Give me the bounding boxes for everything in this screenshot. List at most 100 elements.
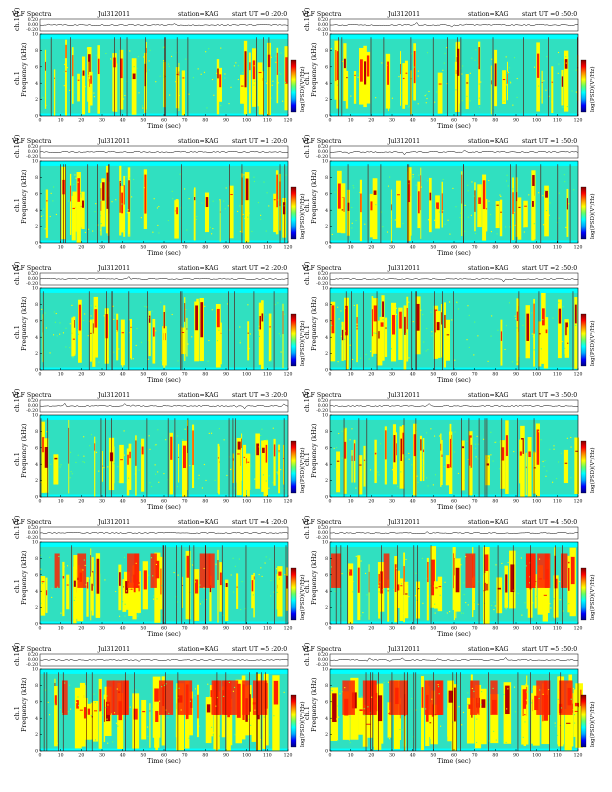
spectral-burst (64, 58, 67, 115)
colorbar-label: log(PSD)(V²/Hz) (589, 320, 596, 366)
xtick-label: 80 (492, 245, 498, 251)
speckle (183, 718, 185, 720)
speckle (434, 435, 436, 437)
speckle (428, 90, 430, 93)
spectral-burst-core (286, 575, 288, 589)
spectral-burst-core (522, 689, 528, 716)
panel-12: VLF Spectra Jul312011 station=KAG start UT … (301, 643, 596, 765)
speckle (163, 75, 165, 78)
spectral-burst-core (76, 700, 81, 709)
spectral-burst-core (244, 51, 247, 88)
speckle (149, 49, 151, 51)
waveform-ylabel: ch.1(V) (303, 135, 311, 158)
spectral-burst-core (129, 451, 131, 459)
xtick-label: 110 (263, 753, 272, 759)
spectral-burst (97, 45, 100, 114)
waveform-tick-label: 0.00 (318, 22, 328, 28)
speckle (59, 333, 61, 335)
speckle (456, 55, 458, 58)
spectral-burst-core (545, 190, 548, 198)
waveform-tick-label: -0.20 (26, 154, 38, 160)
speckle (152, 708, 154, 710)
spectral-burst (387, 702, 392, 738)
panel-station: station=KAG (468, 519, 509, 526)
speckle (337, 361, 339, 363)
xtick-label: 70 (472, 626, 478, 632)
speckle (232, 557, 234, 559)
spectral-burst-core (216, 308, 220, 328)
ytick-label: 2 (325, 224, 328, 230)
speckle (277, 473, 279, 475)
spectral-burst (101, 178, 106, 227)
xtick-label: 120 (284, 626, 293, 632)
speckle (411, 464, 413, 466)
speckle (227, 303, 229, 305)
xtick-label: 100 (242, 245, 251, 251)
speckle (112, 741, 114, 743)
speckle (177, 435, 179, 437)
spectral-burst-core (497, 587, 502, 590)
speckle (149, 329, 151, 331)
spectral-burst-core (236, 586, 238, 588)
speckle (339, 693, 341, 695)
spectral-burst-core (374, 452, 377, 455)
speckle (212, 228, 214, 230)
speckle (125, 176, 127, 178)
speckle (356, 326, 358, 328)
speckle (505, 608, 507, 610)
spectrogram-ylabel: Frequency (kHz) (310, 551, 318, 605)
speckle (67, 711, 69, 713)
waveform-tick-label: 0.20 (318, 271, 328, 277)
speckle (185, 58, 187, 60)
channel-label: ch.1 (303, 325, 311, 339)
speckle (155, 330, 157, 332)
speckle (124, 229, 126, 231)
spectral-burst-core (283, 202, 286, 215)
ytick-label: 2 (325, 732, 328, 738)
spectral-burst-core (413, 434, 416, 457)
spectral-burst-core (148, 315, 151, 323)
speckle (47, 701, 49, 703)
panel-station: station=KAG (468, 265, 509, 272)
speckle (487, 360, 489, 362)
speckle (336, 447, 338, 449)
speckle (393, 588, 395, 590)
speckle (516, 327, 518, 329)
speckle (94, 702, 96, 704)
xlabel: Time (sec) (437, 757, 471, 765)
speckle (559, 580, 561, 583)
spectral-burst-core (176, 73, 179, 75)
waveform-tick-label: 0.00 (318, 276, 328, 282)
speckle (95, 305, 97, 307)
ytick-label: 0 (325, 114, 328, 120)
panel-start-time: start UT =4 :20:0 (232, 519, 287, 526)
spectral-burst (363, 445, 366, 487)
speckle (69, 451, 72, 453)
speckle (274, 304, 276, 306)
speckle (340, 335, 342, 337)
spectral-burst-core (526, 313, 530, 341)
speckle (574, 714, 576, 716)
speckle (467, 190, 469, 192)
spectral-burst-core (230, 194, 233, 196)
speckle (163, 473, 165, 475)
speckle (268, 475, 270, 477)
speckle (437, 686, 440, 688)
speckle (522, 324, 524, 326)
speckle (505, 226, 507, 228)
spectral-burst (390, 189, 392, 243)
broadband-patch (537, 553, 549, 588)
spectral-burst (77, 568, 84, 622)
speckle (270, 56, 272, 58)
speckle (382, 589, 384, 591)
panel-date: Jul312011 (97, 519, 130, 526)
speckle (187, 343, 189, 345)
spectral-burst-core (423, 449, 425, 453)
speckle (469, 100, 471, 102)
xtick-label: 70 (182, 499, 188, 505)
speckle (370, 350, 372, 352)
spectral-burst-core (182, 77, 185, 79)
speckle (399, 728, 401, 731)
speckle (180, 709, 182, 711)
speckle (499, 194, 501, 196)
